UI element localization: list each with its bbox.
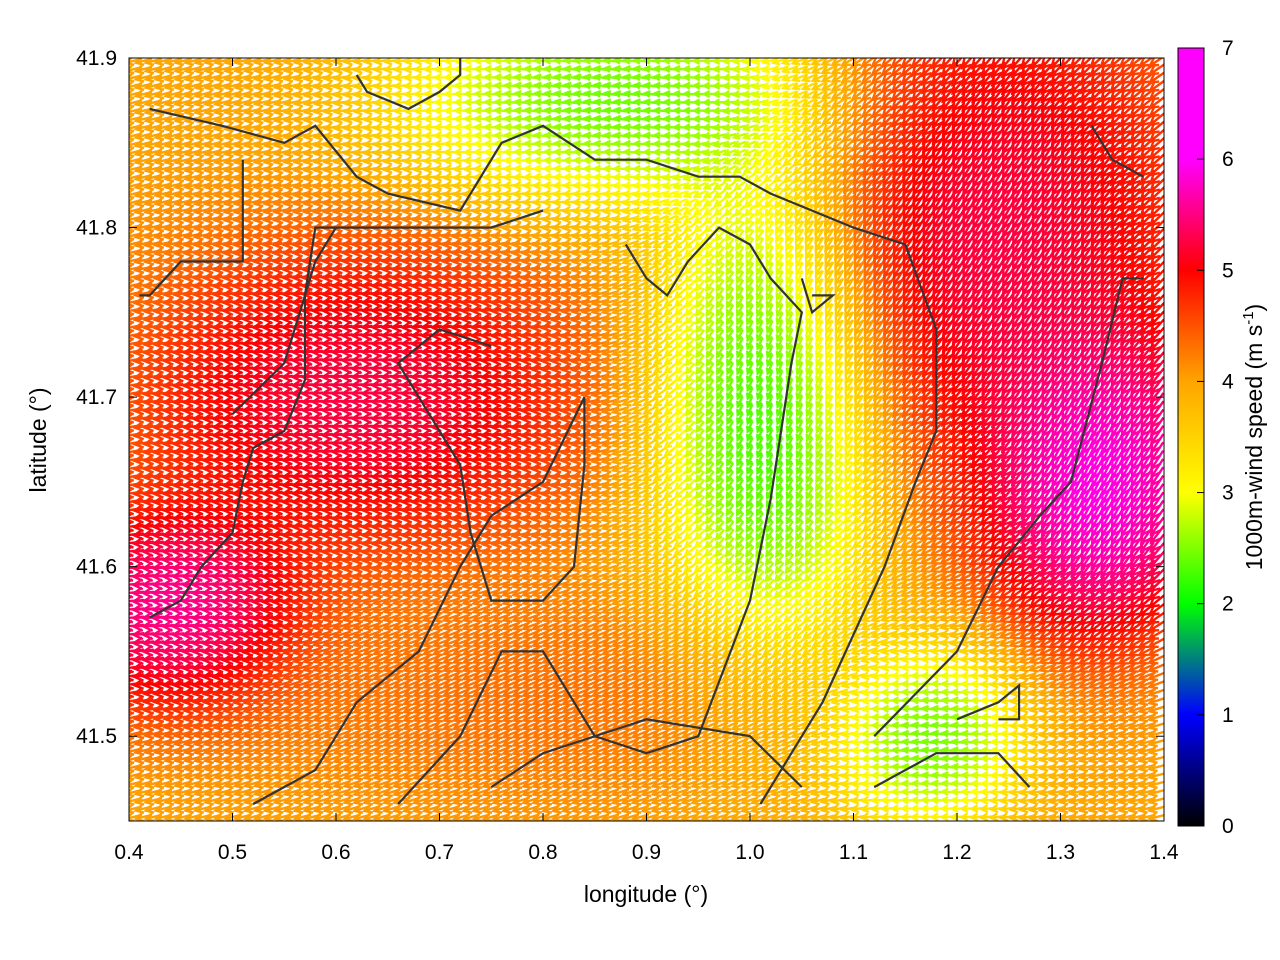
wind-arrow [920, 746, 935, 755]
wind-arrow [1146, 779, 1164, 789]
wind-arrow [1146, 770, 1164, 781]
wind-arrow [760, 754, 778, 764]
wind-arrow [1146, 795, 1164, 806]
wind-arrow [740, 754, 758, 764]
wind-arrow [750, 746, 768, 756]
wind-arrow [770, 746, 788, 756]
wind-arrow [750, 754, 768, 764]
wind-arrows [129, 58, 1164, 821]
wind-arrow [740, 746, 758, 756]
wind-arrow [930, 746, 945, 755]
wind-arrow [720, 746, 739, 756]
wind-arrow [1146, 803, 1164, 814]
wind-arrow [1147, 754, 1164, 764]
wind-arrow [1146, 812, 1164, 821]
wind-arrow [1146, 762, 1164, 773]
wind-arrow [1146, 787, 1164, 798]
plot-area [128, 57, 1165, 822]
